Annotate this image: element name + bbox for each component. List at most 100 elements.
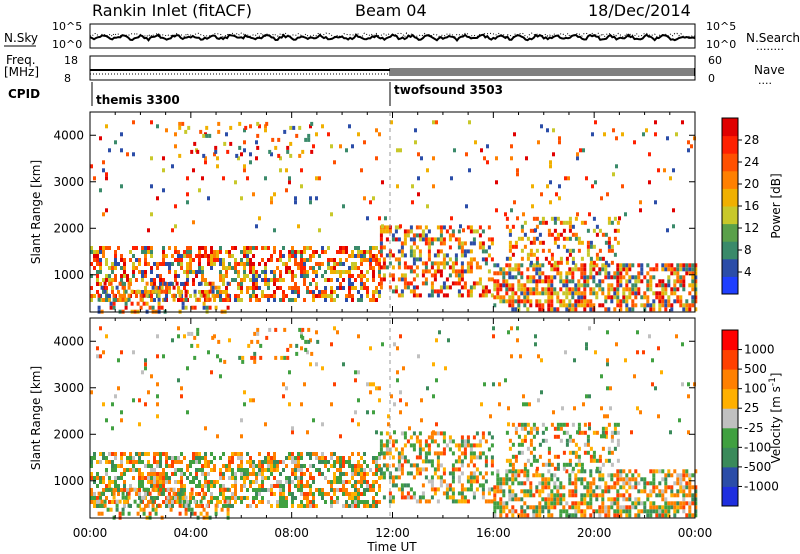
range-gate-cell (162, 258, 165, 262)
range-gate-cell (607, 307, 611, 312)
range-gate-cell (535, 283, 539, 288)
range-gate-cell (264, 274, 267, 278)
range-gate-cell (652, 485, 656, 490)
range-gate-cell (211, 335, 215, 340)
range-gate-cell (493, 263, 497, 268)
range-gate-cell (252, 278, 255, 282)
range-gate-cell (628, 497, 632, 502)
range-gate-cell (559, 422, 563, 427)
range-gate-cell (153, 262, 156, 266)
range-gate-cell (255, 476, 258, 480)
range-gate-cell (439, 431, 443, 436)
range-gate-cell (442, 237, 446, 242)
range-gate-cell (559, 426, 563, 431)
range-gate-cell (651, 382, 654, 387)
range-gate-cell (375, 298, 378, 302)
freq-ytick-top: 18 (64, 54, 78, 67)
range-gate-cell (138, 258, 141, 262)
range-gate-cell (562, 450, 566, 455)
range-gate-cell (547, 485, 551, 490)
range-gate-cell (604, 505, 608, 510)
range-gate-cell (654, 200, 657, 205)
range-gate-cell (351, 266, 354, 270)
range-gate-cell (147, 452, 150, 456)
velocity-colorbar-label: Velocity [m s-1] (768, 373, 783, 464)
range-gate-cell (502, 283, 506, 288)
range-gate-cell (186, 270, 189, 274)
range-gate-cell (385, 451, 389, 456)
range-gate-cell (418, 471, 422, 476)
range-gate-cell (162, 500, 165, 504)
range-gate-cell (93, 258, 96, 262)
range-gate-cell (547, 501, 551, 506)
range-gate-cell (514, 473, 518, 478)
range-gate-cell (333, 452, 336, 456)
range-gate-cell (472, 285, 476, 290)
range-gate-cell (553, 485, 557, 490)
range-gate-cell (274, 327, 278, 332)
range-gate-cell (309, 254, 312, 258)
range-gate-cell (400, 451, 404, 456)
range-gate-cell (210, 254, 213, 258)
range-gate-cell (321, 422, 324, 427)
range-gate-cell (475, 281, 479, 286)
range-gate-cell (511, 454, 515, 459)
range-gate-cell (282, 504, 285, 508)
ytick-label: 3000 (53, 381, 84, 395)
range-gate-cell (400, 249, 404, 254)
range-gate-cell (655, 267, 659, 272)
range-gate-cell (351, 492, 354, 496)
range-gate-cell (508, 240, 512, 245)
range-gate-cell (153, 456, 156, 460)
range-gate-cell (496, 469, 500, 474)
range-gate-cell (439, 249, 443, 254)
range-gate-cell (652, 473, 656, 478)
range-gate-cell (150, 484, 153, 488)
range-gate-cell (463, 439, 467, 444)
range-gate-cell (183, 484, 186, 488)
range-gate-cell (294, 464, 297, 468)
range-gate-cell (382, 471, 386, 476)
range-gate-cell (547, 260, 551, 265)
range-gate-cell (513, 200, 516, 205)
range-gate-cell (628, 267, 632, 272)
range-gate-cell (201, 254, 204, 258)
range-gate-cell (279, 480, 282, 484)
range-gate-cell (670, 271, 674, 276)
range-gate-cell (160, 491, 164, 496)
range-gate-cell (102, 212, 105, 217)
range-gate-cell (105, 460, 108, 464)
range-gate-cell (580, 267, 584, 272)
range-gate-cell (177, 326, 180, 331)
range-gate-cell (514, 493, 518, 498)
range-gate-cell (192, 480, 195, 484)
range-gate-cell (577, 240, 581, 245)
range-gate-cell (589, 299, 593, 304)
range-gate-cell (435, 338, 438, 343)
range-gate-cell (538, 473, 542, 478)
range-gate-cell (186, 464, 189, 468)
range-gate-cell (315, 504, 318, 508)
range-gate-cell (634, 497, 638, 502)
range-gate-cell (454, 281, 458, 286)
range-gate-cell (541, 279, 545, 284)
range-gate-cell (186, 250, 189, 254)
range-gate-cell (234, 452, 237, 456)
range-gate-cell (123, 270, 126, 274)
range-gate-cell (667, 505, 671, 510)
range-gate-cell (351, 504, 354, 508)
range-gate-cell (601, 291, 605, 296)
range-gate-cell (153, 282, 156, 286)
range-gate-cell (186, 200, 189, 205)
range-gate-cell (534, 334, 537, 339)
range-gate-cell (127, 511, 131, 516)
range-gate-cell (526, 236, 530, 241)
range-gate-cell (147, 250, 150, 254)
range-gate-cell (366, 464, 369, 468)
range-gate-cell (676, 267, 680, 272)
range-gate-cell (490, 293, 494, 298)
range-gate-cell (342, 286, 345, 290)
range-gate-cell (90, 488, 93, 492)
range-gate-cell (526, 267, 530, 272)
